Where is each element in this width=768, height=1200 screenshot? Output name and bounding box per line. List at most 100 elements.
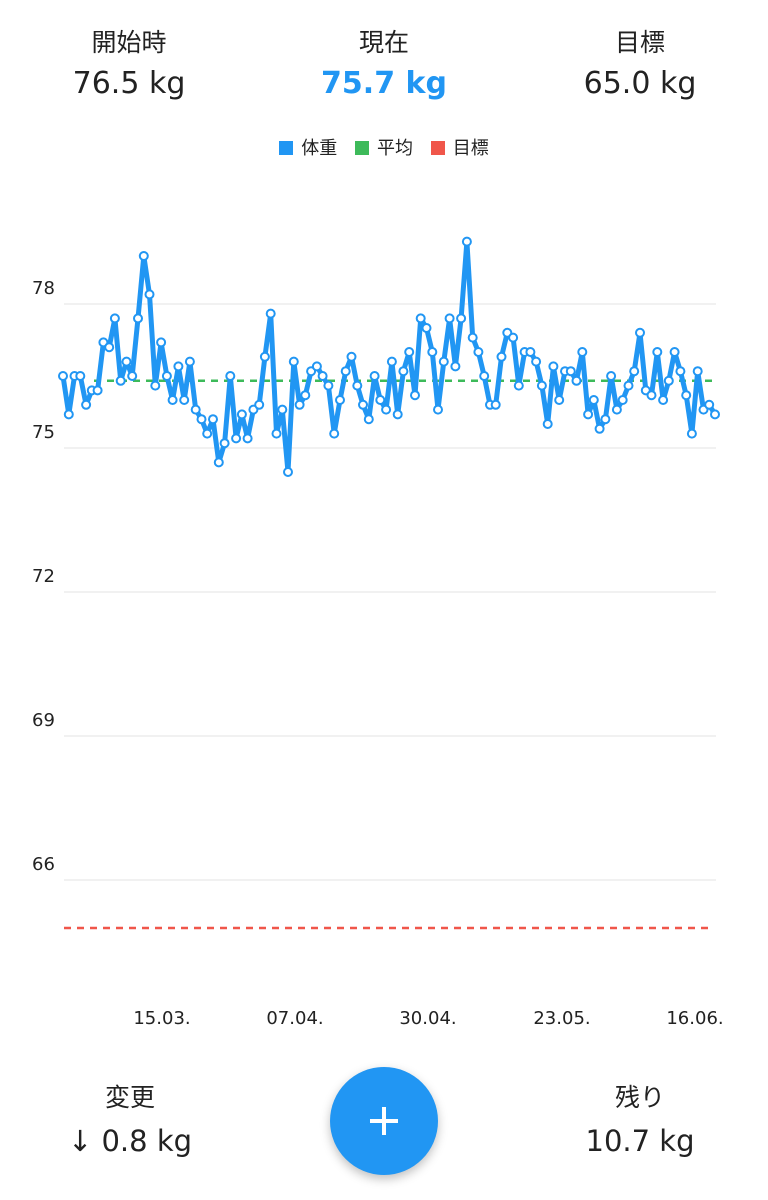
x-tick-label: 30.04. — [399, 1008, 456, 1029]
weight-data-point — [127, 371, 138, 381]
goal-weight-label: 目標 — [614, 28, 665, 57]
weight-data-point — [398, 366, 409, 377]
weight-data-point — [658, 395, 669, 405]
weight-data-point — [236, 409, 247, 420]
weight-data-point — [363, 414, 374, 425]
weight-data-point — [467, 332, 478, 343]
weight-data-point — [375, 395, 386, 405]
x-tick-label: 23.05. — [533, 1008, 590, 1029]
weight-data-point — [156, 337, 167, 348]
weight-data-point — [461, 236, 472, 247]
legend-item-goal[interactable]: 目標 — [430, 134, 489, 160]
weight-data-point — [63, 409, 74, 420]
weight-data-point — [358, 399, 368, 410]
remaining-value: 10.7 kg — [585, 1124, 695, 1158]
weight-data-point — [669, 347, 680, 357]
weight-data-point — [219, 438, 230, 449]
chart-legend: 体重 平均 目標 — [0, 134, 768, 160]
weight-data-point — [231, 433, 242, 444]
weight-data-point — [496, 351, 507, 362]
weight-data-point — [115, 375, 126, 386]
y-tick-label: 75 — [32, 422, 55, 443]
weight-data-point — [525, 347, 536, 357]
legend-swatch-goal — [430, 141, 445, 155]
weight-data-point — [577, 347, 588, 357]
weight-data-point — [294, 399, 305, 410]
weight-data-point — [571, 375, 582, 386]
remaining-label: 残り — [614, 1083, 665, 1112]
y-tick-label: 66 — [32, 854, 55, 875]
weight-data-point — [404, 347, 415, 357]
weight-data-point — [184, 356, 195, 367]
weight-data-point — [213, 457, 224, 468]
legend-label-average: 平均 — [377, 138, 413, 159]
weight-line-chart[interactable]: 66 69 72 75 78 15.03. 07.04. 30.04. 23.05. 16.06. — [0, 170, 768, 1040]
weight-data-point — [479, 371, 490, 381]
legend-item-average[interactable]: 平均 — [355, 134, 413, 160]
weight-data-point — [288, 356, 299, 367]
weight-data-point — [179, 395, 190, 405]
weight-data-point — [311, 361, 322, 372]
weight-data-point — [386, 356, 397, 367]
weight-data-point — [190, 404, 201, 415]
weight-data-point — [536, 380, 547, 391]
weight-data-point — [329, 428, 340, 439]
weight-data-point — [433, 404, 443, 415]
weight-data-point — [623, 380, 634, 391]
weight-data-point — [513, 380, 524, 391]
x-tick-label: 15.03. — [133, 1008, 190, 1029]
goal-weight-stat: 目標 65.0 kg — [530, 28, 750, 104]
add-weight-button[interactable] — [330, 1067, 438, 1175]
weight-series-line — [60, 239, 718, 475]
weight-data-point — [675, 366, 686, 377]
weight-data-point — [81, 399, 92, 410]
weight-data-point — [629, 366, 640, 377]
weight-data-point — [421, 323, 432, 333]
weight-data-point — [277, 404, 288, 415]
weight-data-point — [456, 313, 467, 324]
weight-data-point — [208, 414, 218, 425]
weight-data-point — [554, 395, 565, 405]
legend-swatch-average — [355, 141, 369, 155]
weight-data-point — [300, 390, 311, 401]
weight-data-point — [259, 351, 270, 362]
weight-data-point — [167, 395, 178, 405]
weight-data-point — [133, 313, 143, 324]
current-weight-label: 現在 — [358, 28, 409, 57]
weight-data-point — [415, 313, 426, 324]
change-label: 変更 — [104, 1083, 155, 1112]
weight-data-point — [271, 428, 282, 439]
weight-data-point — [317, 371, 328, 381]
x-tick-label: 07.04. — [266, 1008, 323, 1029]
weight-data-point — [75, 371, 86, 381]
change-stat: 変更 ↓ 0.8 kg — [20, 1083, 240, 1161]
weight-data-point — [531, 356, 542, 367]
weight-data-point — [340, 366, 351, 377]
current-weight-stat: 現在 75.7 kg — [274, 28, 494, 104]
weight-data-point — [681, 390, 692, 401]
weight-data-point — [490, 399, 501, 410]
weight-data-point — [686, 428, 697, 439]
weight-data-point — [173, 361, 184, 372]
weight-data-point — [323, 380, 334, 391]
weight-data-point — [427, 347, 438, 357]
weight-data-point — [58, 371, 68, 381]
weight-data-point — [652, 347, 663, 357]
weight-data-point — [594, 423, 605, 434]
weight-data-point — [646, 390, 657, 401]
start-weight-label: 開始時 — [91, 28, 167, 57]
weight-data-point — [381, 404, 392, 415]
weight-data-point — [104, 342, 115, 353]
weight-data-point — [611, 404, 622, 415]
legend-item-weight[interactable]: 体重 — [279, 134, 337, 160]
weight-data-point — [473, 347, 484, 357]
weight-data-point — [583, 409, 594, 420]
weight-data-point — [548, 361, 559, 372]
weight-data-point — [254, 399, 265, 410]
weight-data-point — [144, 289, 155, 300]
weight-data-point — [600, 414, 611, 425]
y-tick-label: 78 — [32, 278, 55, 299]
weight-data-point — [369, 371, 380, 381]
weight-data-point — [704, 399, 715, 410]
